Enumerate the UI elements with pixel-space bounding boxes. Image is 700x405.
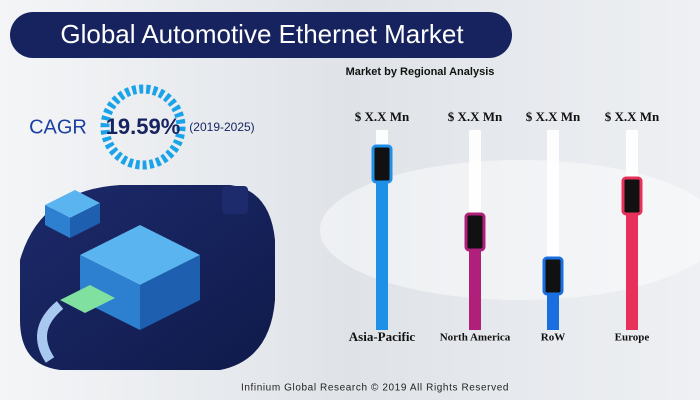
illustration-box xyxy=(70,203,100,238)
title: Global Automotive Ethernet Market xyxy=(60,19,464,49)
illustration-box xyxy=(45,205,70,238)
chart-subtitle: Market by Regional Analysis xyxy=(346,66,495,78)
category-label: North America xyxy=(440,332,511,344)
value-label: $ X.X Mn xyxy=(526,109,581,124)
category-label: RoW xyxy=(541,332,565,344)
slider-knob xyxy=(371,144,393,184)
illustration-switch xyxy=(140,255,200,330)
illustration-block xyxy=(222,186,248,214)
car-silhouette xyxy=(320,160,700,300)
cagr-value: 19.59% xyxy=(106,114,181,139)
bar xyxy=(376,146,388,330)
illustration-cable xyxy=(37,301,64,363)
illustration-plug xyxy=(60,285,115,313)
value-label: $ X.X Mn xyxy=(355,109,410,124)
slider-knob xyxy=(621,176,643,216)
value-label: $ X.X Mn xyxy=(605,109,660,124)
category-label: Europe xyxy=(615,332,650,344)
footer: Infinium Global Research © 2019 All Righ… xyxy=(241,383,509,394)
slider-knob xyxy=(542,256,564,296)
illustration-box xyxy=(45,190,100,218)
cagr-period: (2019-2025) xyxy=(189,120,254,134)
cagr-ring xyxy=(100,84,186,170)
cagr-label: CAGR xyxy=(29,116,87,138)
title-pill xyxy=(10,12,512,58)
illustration-switch xyxy=(80,255,140,330)
value-label: $ X.X Mn xyxy=(448,109,503,124)
category-label: Asia-Pacific xyxy=(349,329,416,344)
slider-knob xyxy=(464,212,486,252)
bar xyxy=(626,178,638,330)
